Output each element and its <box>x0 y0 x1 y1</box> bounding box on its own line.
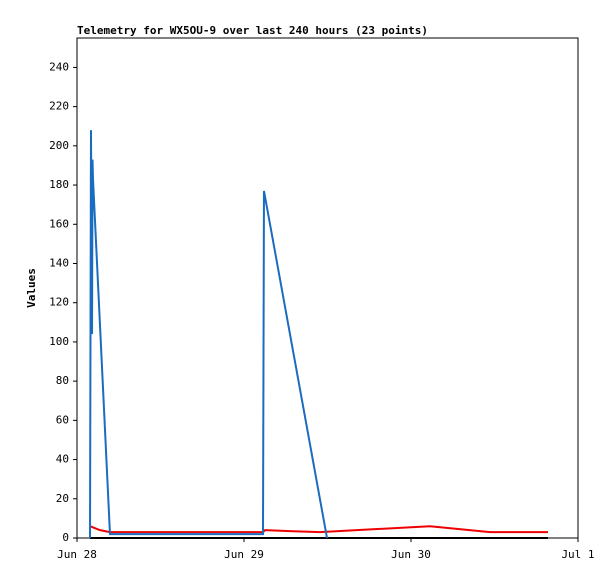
plot-frame <box>76 37 579 539</box>
y-tick-label: 40 <box>56 453 69 466</box>
y-tick-label: 180 <box>49 178 69 191</box>
y-tick-label: 120 <box>49 296 69 309</box>
series-line <box>89 130 328 539</box>
y-tick-label: 200 <box>49 139 69 152</box>
y-tick-label: 160 <box>49 217 69 230</box>
y-tick-label: 20 <box>56 492 69 505</box>
y-tick-label: 0 <box>62 531 69 544</box>
chart-title: Telemetry for WX5OU-9 over last 240 hour… <box>77 24 428 37</box>
x-tick-label: Jul 1 <box>561 548 594 561</box>
y-tick-label: 220 <box>49 100 69 113</box>
y-tick-label: 100 <box>49 335 69 348</box>
series-line <box>89 525 549 534</box>
y-tick-label: 240 <box>49 60 69 73</box>
y-tick-label: 80 <box>56 374 69 387</box>
y-axis-label: Values <box>25 268 38 308</box>
x-tick-label: Jun 28 <box>57 548 97 561</box>
x-tick-label: Jun 30 <box>391 548 431 561</box>
y-tick-label: 60 <box>56 413 69 426</box>
x-tick-label: Jun 29 <box>224 548 264 561</box>
y-tick-label: 140 <box>49 256 69 269</box>
